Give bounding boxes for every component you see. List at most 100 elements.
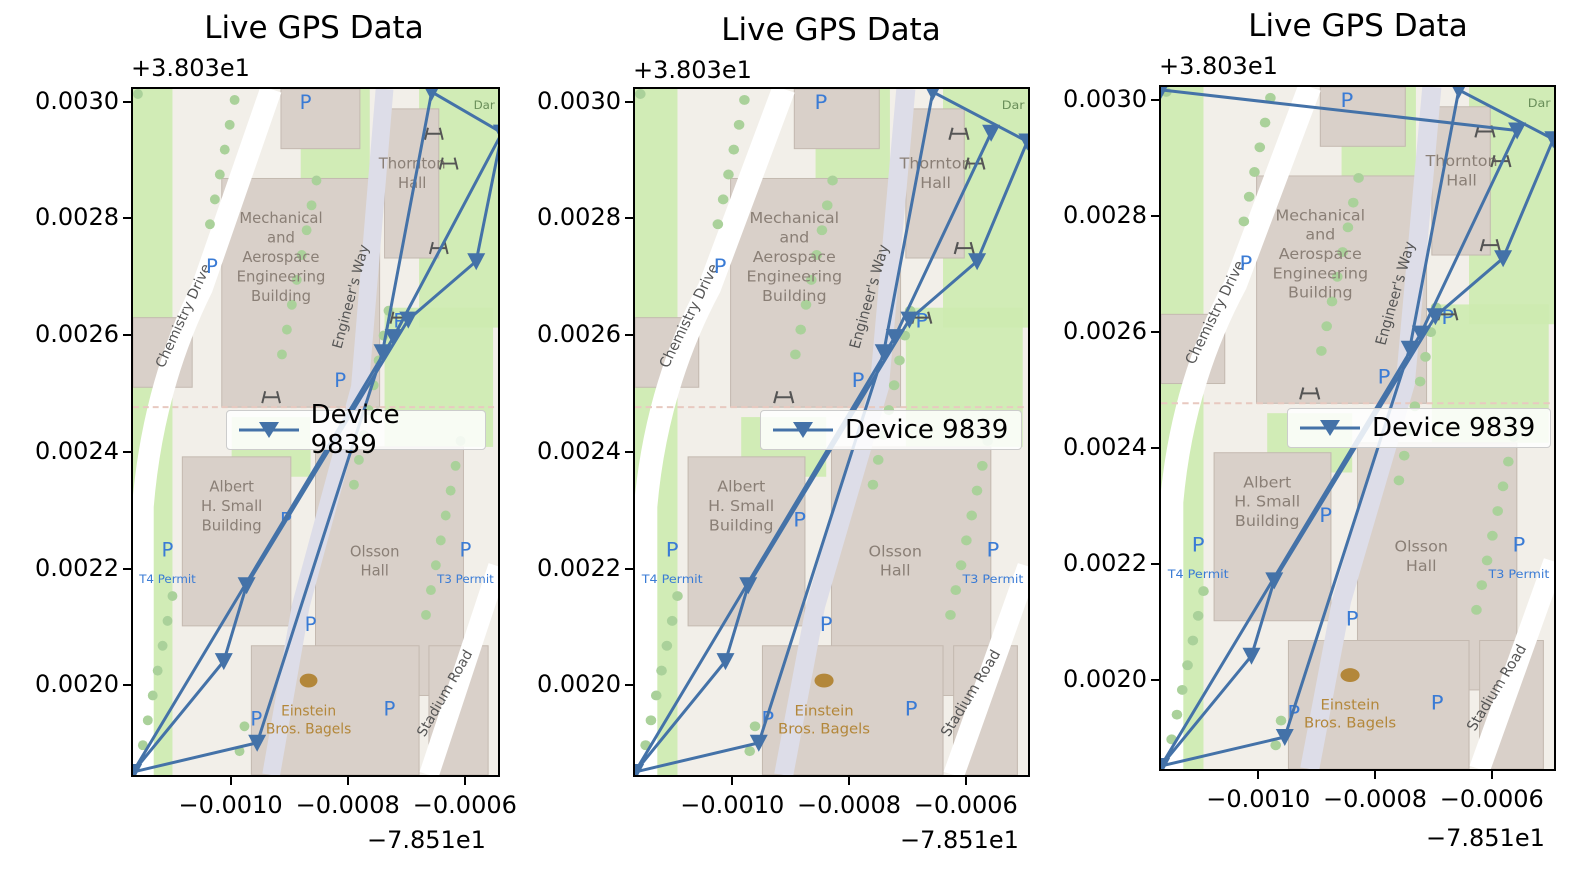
gps-point-marker bbox=[900, 311, 919, 329]
picnic-table-icon bbox=[1299, 387, 1321, 400]
parking-icon: P bbox=[250, 707, 262, 730]
y-tick-mark bbox=[123, 684, 131, 687]
parking-icon: P bbox=[1192, 533, 1205, 556]
stadium-road bbox=[943, 563, 1028, 775]
y-tick-mark bbox=[625, 684, 633, 687]
y-tick-label: 0.0030 bbox=[1063, 84, 1147, 113]
einstein-bagels-label: Einstein Bros. Bagels bbox=[778, 704, 870, 738]
tree-icon bbox=[977, 460, 988, 471]
y-offset-label: +3.803e1 bbox=[633, 56, 752, 84]
chart-title: Live GPS Data bbox=[204, 10, 424, 46]
y-tick-mark bbox=[123, 334, 131, 337]
t4-permit-label: T4 Permit bbox=[138, 572, 196, 586]
y-tick-label: 0.0020 bbox=[537, 670, 621, 699]
parking-icon: P bbox=[820, 612, 833, 635]
bagel-icon bbox=[1340, 668, 1360, 683]
legend-label: Device 9839 bbox=[1372, 413, 1536, 443]
parking-icon: P bbox=[162, 538, 174, 561]
parking-icon: P bbox=[334, 369, 346, 392]
tree-icon bbox=[214, 169, 225, 180]
gps-track-overlay bbox=[635, 89, 1028, 775]
x-tick-label: −0.0010 bbox=[178, 791, 283, 819]
tree-icon bbox=[1259, 117, 1271, 128]
north-building bbox=[1319, 87, 1406, 147]
tree-icon bbox=[1171, 709, 1183, 720]
gps-point-marker bbox=[1494, 250, 1513, 268]
picnic-table-icon bbox=[428, 241, 449, 255]
gps-point-marker bbox=[248, 734, 267, 752]
y-tick-mark bbox=[123, 450, 131, 453]
parking-icon: P bbox=[1340, 88, 1353, 111]
tree-icon bbox=[650, 690, 662, 701]
x-tick-mark bbox=[731, 777, 734, 785]
y-offset-label: +3.803e1 bbox=[131, 54, 250, 82]
y-tick-label: 0.0026 bbox=[35, 320, 119, 349]
gps-point-marker bbox=[1411, 325, 1430, 343]
y-tick-label: 0.0030 bbox=[35, 86, 119, 115]
gps-point-marker bbox=[739, 577, 758, 595]
tree-icon bbox=[1347, 197, 1359, 208]
tree-icon bbox=[1481, 555, 1493, 566]
gps-point-marker bbox=[1161, 87, 1168, 99]
gps-track-line bbox=[133, 89, 498, 774]
y-tick-label: 0.0024 bbox=[537, 436, 621, 465]
t4-permit-label: T4 Permit bbox=[1167, 568, 1229, 581]
tree-icon bbox=[1332, 271, 1343, 282]
gps-point-marker bbox=[1242, 647, 1261, 665]
t3-permit-label: T3 Permit bbox=[436, 572, 494, 586]
gps-track-overlay bbox=[1161, 87, 1554, 769]
tree-icon bbox=[219, 144, 230, 155]
parking-icon: P bbox=[1441, 306, 1454, 329]
albert-small-label: Albert H. Small Building bbox=[708, 478, 774, 534]
gps-point-marker bbox=[133, 763, 142, 775]
plot-area[interactable]: Mechanical and Aerospace Engineering Buildin… bbox=[633, 87, 1030, 777]
tree-icon bbox=[1326, 296, 1338, 307]
parking-icon: P bbox=[987, 538, 1000, 561]
tree-icon bbox=[1238, 216, 1250, 227]
tree-icon bbox=[744, 746, 756, 757]
legend: Device 9839 bbox=[760, 410, 1022, 450]
y-tick-label: 0.0022 bbox=[1063, 548, 1147, 577]
y-tick-mark bbox=[1151, 446, 1159, 449]
y-tick-mark bbox=[625, 567, 633, 570]
parking-icon: P bbox=[915, 309, 928, 332]
parking-icon: P bbox=[393, 310, 405, 333]
x-tick-label: −0.0008 bbox=[796, 791, 902, 819]
tree-icon bbox=[1393, 475, 1405, 486]
t4-permit-label: T4 Permit bbox=[641, 572, 703, 586]
parking-icon: P bbox=[384, 697, 396, 720]
y-tick-mark bbox=[1151, 214, 1159, 217]
y-tick-label: 0.0028 bbox=[537, 203, 621, 232]
gps-point-marker bbox=[1265, 572, 1284, 590]
gps-point-marker bbox=[1452, 87, 1466, 99]
gps-point-marker bbox=[1275, 729, 1294, 747]
gps-track-overlay bbox=[133, 89, 498, 775]
tree-icon bbox=[301, 225, 312, 236]
tree-icon bbox=[440, 510, 451, 521]
legend: Device 9839 bbox=[226, 400, 486, 460]
tree-icon bbox=[430, 560, 441, 571]
gps-point-marker bbox=[237, 577, 256, 595]
tree-icon bbox=[162, 615, 173, 626]
gps-point-marker bbox=[982, 124, 1001, 142]
chart-title: Live GPS Data bbox=[721, 12, 941, 48]
tree-icon bbox=[888, 380, 900, 391]
gps-point-marker bbox=[399, 311, 418, 329]
gps-point-marker bbox=[373, 344, 392, 362]
x-tick-label: −0.0008 bbox=[295, 791, 400, 819]
y-tick-mark bbox=[1151, 98, 1159, 101]
tree-icon bbox=[152, 665, 163, 676]
tree-icon bbox=[666, 615, 678, 626]
x-tick-mark bbox=[346, 777, 349, 785]
tree-icon bbox=[739, 94, 750, 105]
y-tick-label: 0.0020 bbox=[35, 670, 119, 699]
tree-icon bbox=[712, 219, 724, 230]
x-tick-label: −0.0006 bbox=[1439, 785, 1544, 813]
tree-icon bbox=[728, 144, 740, 155]
y-tick-mark bbox=[625, 334, 633, 337]
tree-icon bbox=[349, 479, 359, 490]
x-offset-label: −7.851e1 bbox=[1426, 824, 1545, 852]
tree-icon bbox=[1182, 660, 1193, 671]
tree-icon bbox=[645, 715, 657, 726]
tree-icon bbox=[435, 535, 446, 546]
